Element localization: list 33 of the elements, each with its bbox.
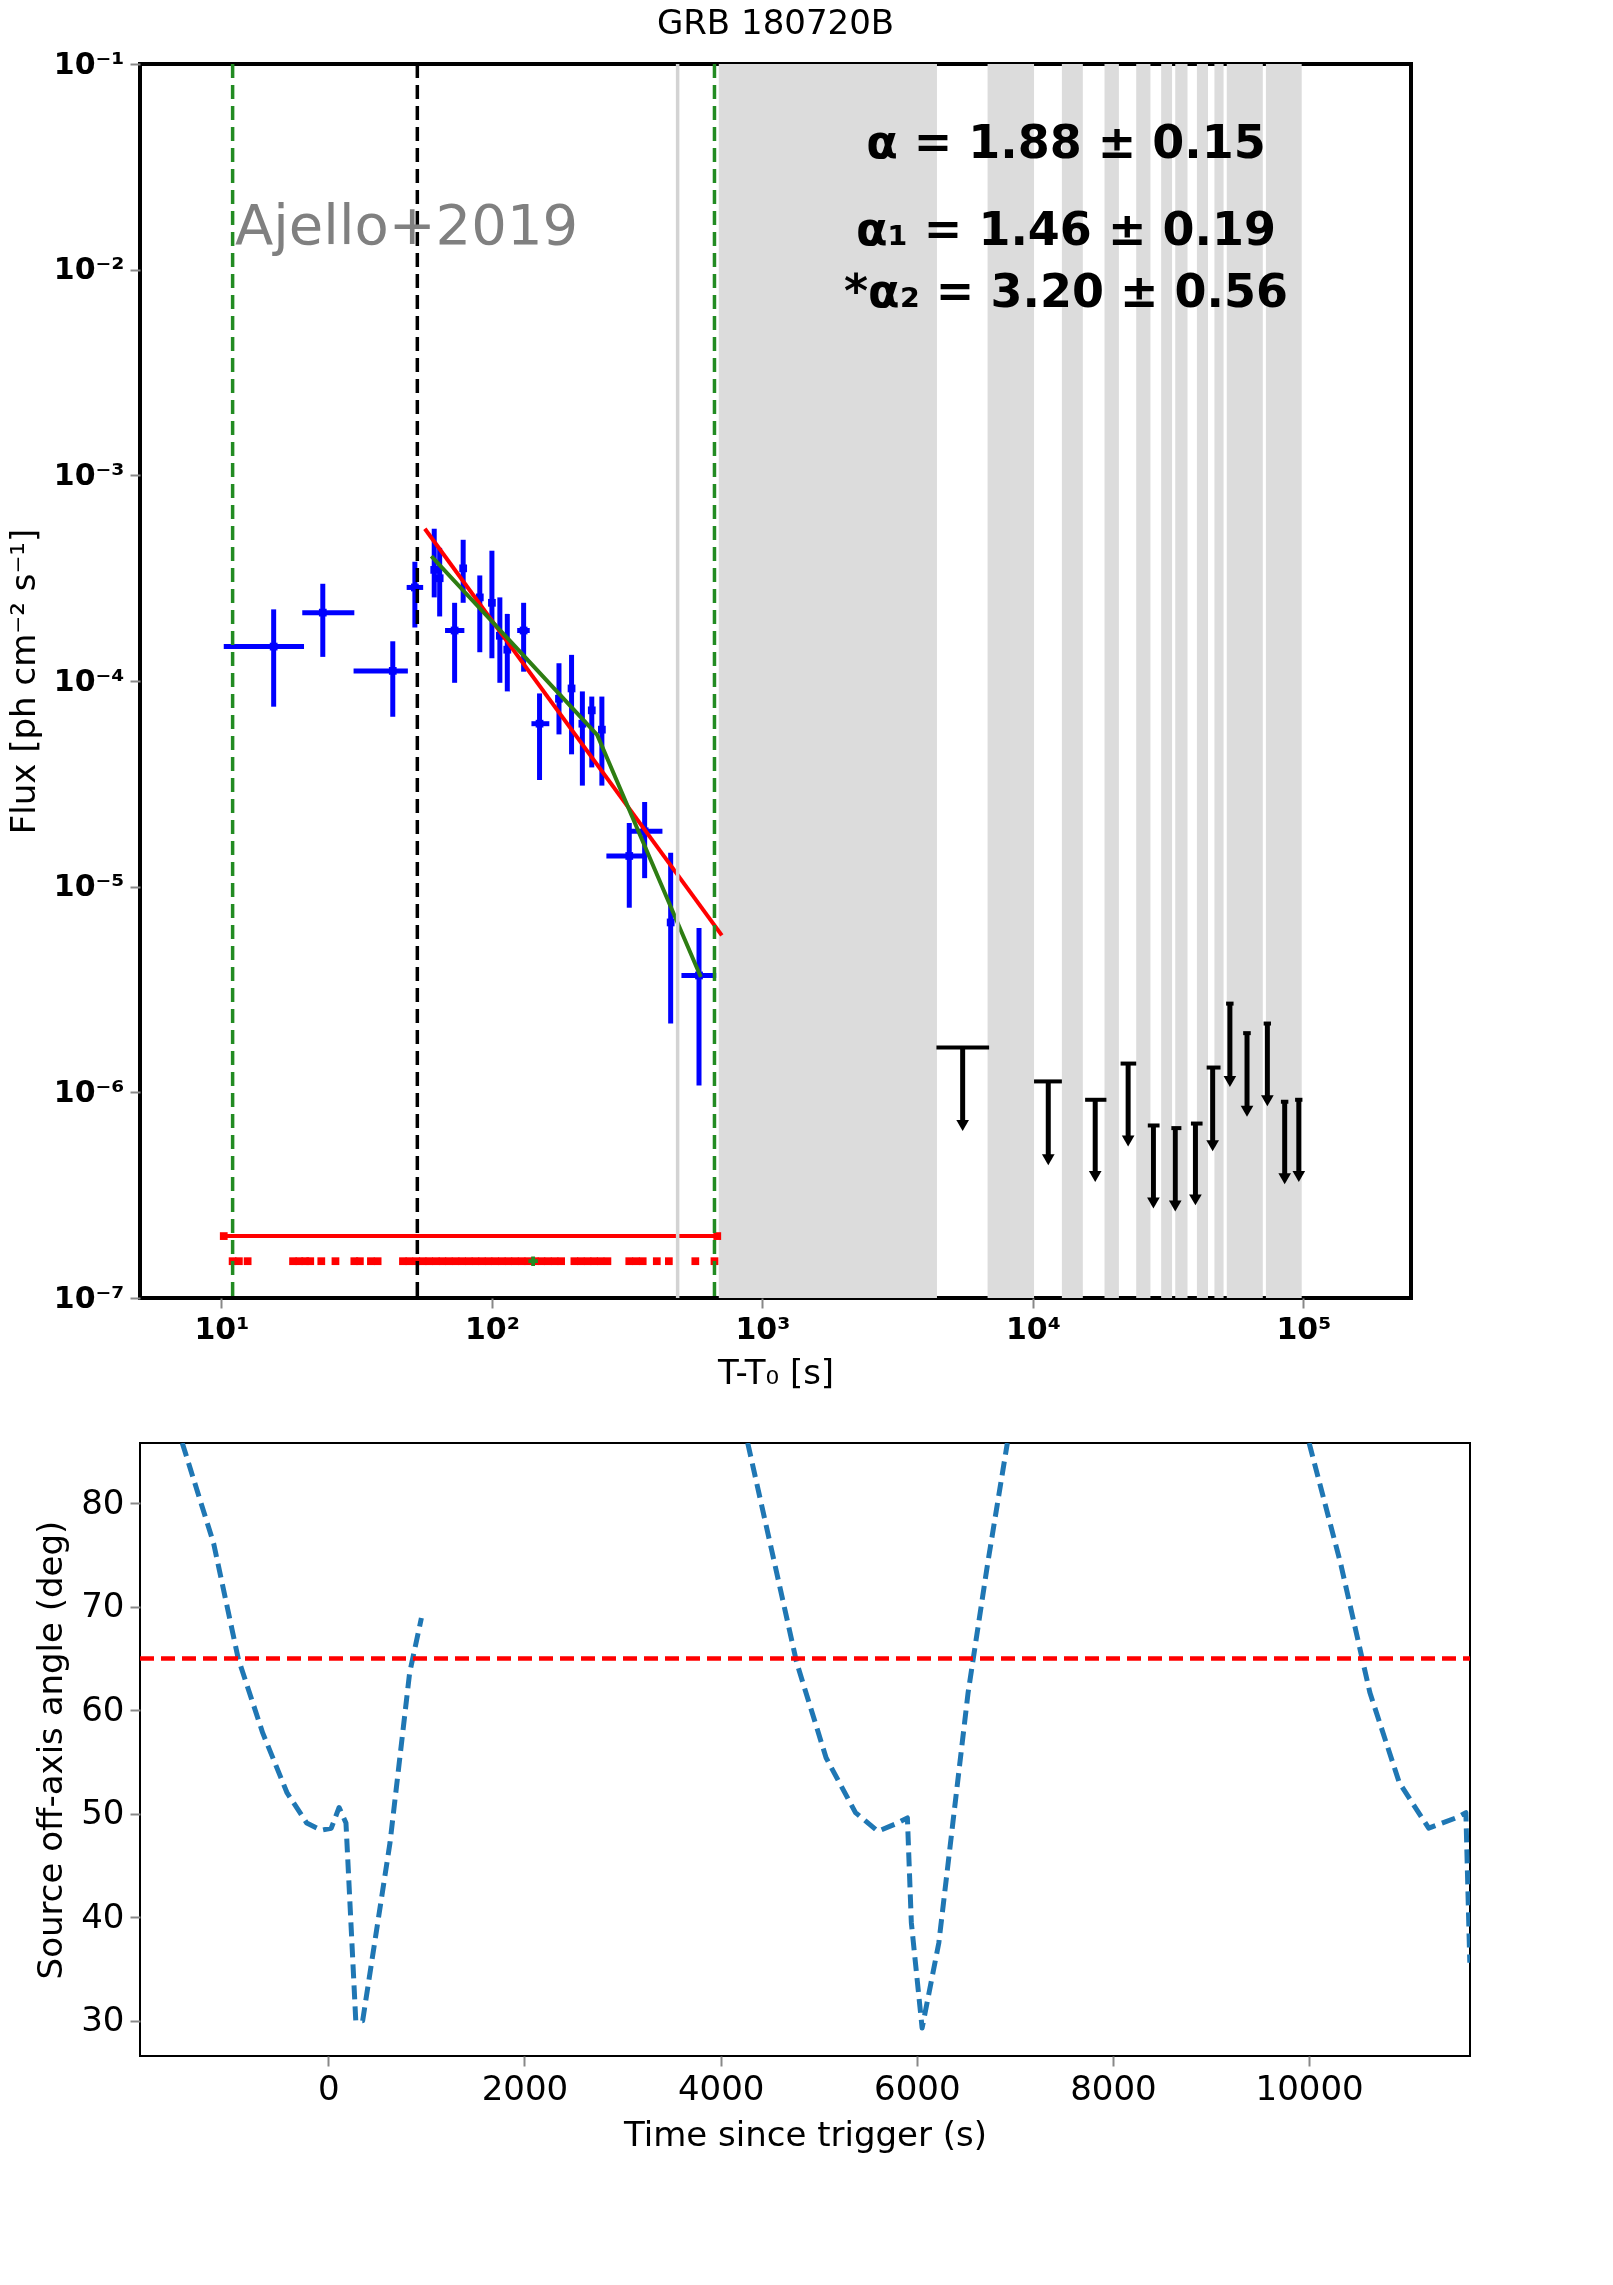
y-tick-label: 50 bbox=[81, 1792, 125, 1833]
x-tick-label: 10² bbox=[464, 1310, 520, 1346]
y-axis-title: Flux [ph cm⁻² s⁻¹] bbox=[2, 528, 43, 835]
y-tick-label: 10⁻² bbox=[53, 251, 125, 287]
x-tick-label: 10¹ bbox=[194, 1310, 250, 1346]
x-axis-title: T-T₀ [s] bbox=[716, 1351, 835, 1392]
y-tick-label: 60 bbox=[81, 1688, 125, 1729]
y-tick-label: 10⁻³ bbox=[53, 456, 125, 492]
y-tick-label: 30 bbox=[81, 1999, 125, 2040]
annotation: *α₂ = 3.20 ± 0.56 bbox=[844, 264, 1288, 318]
y-tick-label: 80 bbox=[81, 1481, 125, 1522]
x-axis-title: Time since trigger (s) bbox=[622, 2113, 988, 2154]
y-tick-label: 10⁻⁴ bbox=[53, 662, 125, 698]
y-axis-title: Source off-axis angle (deg) bbox=[30, 1520, 71, 1980]
x-tick-label: 10⁵ bbox=[1276, 1310, 1332, 1346]
annotation: Ajello+2019 bbox=[235, 192, 579, 257]
y-tick-label: 10⁻⁶ bbox=[53, 1073, 125, 1109]
y-tick-label: 10⁻⁵ bbox=[53, 868, 125, 904]
y-tick-label: 70 bbox=[81, 1585, 125, 1626]
x-tick-label: 8000 bbox=[1070, 2067, 1157, 2108]
y-tick-label: 10⁻⁷ bbox=[53, 1279, 125, 1315]
chart-title: GRB 180720B bbox=[656, 2, 895, 42]
y-tick-label: 10⁻¹ bbox=[53, 45, 125, 81]
annotation: α = 1.88 ± 0.15 bbox=[866, 115, 1266, 169]
x-tick-label: 10³ bbox=[735, 1310, 791, 1346]
x-tick-label: 2000 bbox=[481, 2067, 569, 2108]
x-tick-label: 10⁴ bbox=[1005, 1310, 1061, 1346]
annotation: α₁ = 1.46 ± 0.19 bbox=[856, 202, 1276, 256]
x-tick-label: 10000 bbox=[1255, 2067, 1364, 2108]
y-tick-label: 40 bbox=[81, 1895, 125, 1936]
x-tick-label: 6000 bbox=[874, 2067, 961, 2108]
x-tick-label: 0 bbox=[318, 2067, 340, 2108]
x-tick-label: 4000 bbox=[677, 2067, 765, 2108]
